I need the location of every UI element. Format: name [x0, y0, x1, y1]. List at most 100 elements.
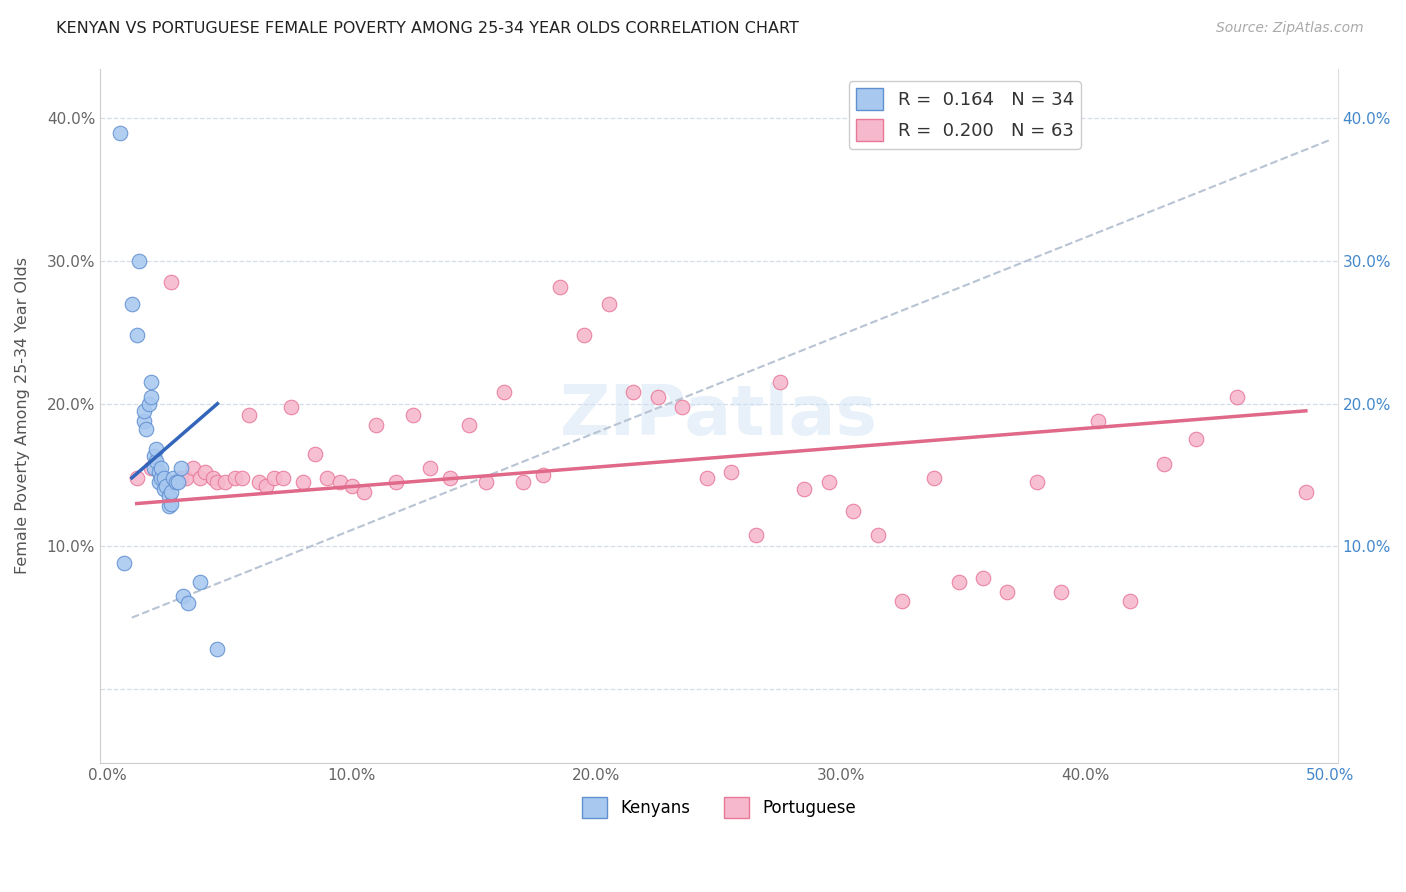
Point [152, 471, 174, 485]
Point [177, 596, 200, 610]
Point [135, 422, 157, 436]
Point [201, 471, 224, 485]
Point [150, 471, 173, 485]
Point [531, 468, 554, 483]
Point [150, 461, 173, 475]
Point [167, 475, 190, 490]
Point [842, 504, 865, 518]
Point [254, 479, 277, 493]
Point [150, 471, 173, 485]
Point [1295, 485, 1317, 500]
Point [162, 471, 184, 485]
Point [172, 589, 194, 603]
Point [891, 593, 914, 607]
Point [207, 642, 229, 657]
Point [769, 376, 792, 390]
Point [340, 479, 363, 493]
Point [141, 390, 163, 404]
Point [696, 471, 718, 485]
Point [132, 404, 155, 418]
Point [174, 471, 197, 485]
Point [132, 414, 155, 428]
Point [647, 390, 669, 404]
Point [948, 574, 970, 589]
Point [720, 465, 742, 479]
Point [157, 500, 180, 514]
Point [1025, 475, 1047, 490]
Point [214, 475, 236, 490]
Point [273, 471, 295, 485]
Point [247, 475, 270, 490]
Point [231, 471, 253, 485]
Point [1226, 390, 1249, 404]
Point [1153, 457, 1175, 471]
Point [972, 571, 994, 585]
Point [165, 475, 187, 490]
Point [744, 528, 766, 542]
Point [148, 475, 170, 490]
Point [458, 418, 481, 433]
Point [181, 461, 204, 475]
Point [439, 471, 461, 485]
Point [419, 461, 441, 475]
Point [157, 490, 180, 504]
Point [188, 471, 211, 485]
Point [1087, 414, 1109, 428]
Point [997, 585, 1019, 599]
Legend: Kenyans, Portuguese: Kenyans, Portuguese [575, 790, 862, 824]
Point [114, 557, 136, 571]
Point [224, 471, 246, 485]
Point [385, 475, 408, 490]
Point [818, 475, 841, 490]
Point [402, 408, 425, 422]
Point [138, 397, 160, 411]
Point [194, 465, 217, 479]
Point [1050, 585, 1073, 599]
Y-axis label: Female Poverty Among 25-34 Year Olds: Female Poverty Among 25-34 Year Olds [15, 257, 30, 574]
Point [155, 479, 177, 493]
Point [621, 385, 644, 400]
Point [574, 328, 596, 343]
Point [366, 418, 388, 433]
Point [142, 461, 165, 475]
Point [1119, 593, 1142, 607]
Point [128, 254, 150, 268]
Point [280, 400, 302, 414]
Point [125, 471, 148, 485]
Point [598, 297, 620, 311]
Point [329, 475, 352, 490]
Point [492, 385, 515, 400]
Point [145, 442, 167, 457]
Point [475, 475, 498, 490]
Point [160, 276, 183, 290]
Point [141, 376, 163, 390]
Point [548, 279, 571, 293]
Point [148, 465, 170, 479]
Point [160, 485, 183, 500]
Point [1184, 433, 1206, 447]
Point [170, 471, 193, 485]
Point [141, 461, 163, 475]
Point [152, 483, 174, 497]
Point [188, 574, 211, 589]
Point [170, 461, 193, 475]
Text: KENYAN VS PORTUGUESE FEMALE POVERTY AMONG 25-34 YEAR OLDS CORRELATION CHART: KENYAN VS PORTUGUESE FEMALE POVERTY AMON… [56, 21, 799, 37]
Point [160, 497, 183, 511]
Point [304, 447, 326, 461]
Point [292, 475, 315, 490]
Point [142, 450, 165, 464]
Point [238, 408, 260, 422]
Point [145, 454, 167, 468]
Point [263, 471, 285, 485]
Point [125, 328, 148, 343]
Point [512, 475, 534, 490]
Point [353, 485, 375, 500]
Point [793, 483, 815, 497]
Point [316, 471, 339, 485]
Point [866, 528, 889, 542]
Point [121, 297, 143, 311]
Text: ZIPatlas: ZIPatlas [560, 383, 877, 450]
Text: Source: ZipAtlas.com: Source: ZipAtlas.com [1216, 21, 1364, 36]
Point [207, 475, 229, 490]
Point [671, 400, 693, 414]
